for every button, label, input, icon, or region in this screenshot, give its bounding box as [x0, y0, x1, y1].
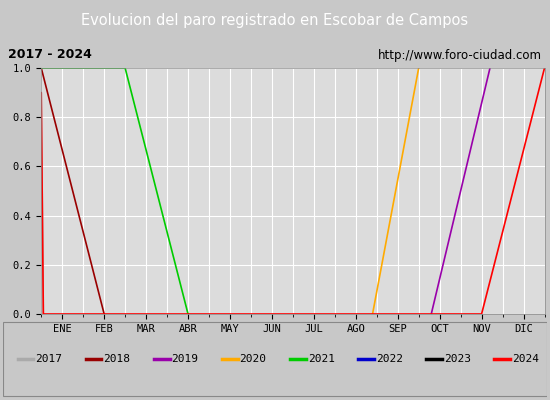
- Text: http://www.foro-ciudad.com: http://www.foro-ciudad.com: [378, 48, 542, 62]
- Text: 2023: 2023: [444, 354, 471, 364]
- Text: 2017 - 2024: 2017 - 2024: [8, 48, 92, 62]
- Text: 2022: 2022: [376, 354, 403, 364]
- Text: 2019: 2019: [172, 354, 199, 364]
- Text: 2021: 2021: [307, 354, 334, 364]
- Text: 2024: 2024: [512, 354, 539, 364]
- Text: 2018: 2018: [103, 354, 130, 364]
- Text: 2017: 2017: [35, 354, 62, 364]
- Text: 2020: 2020: [240, 354, 267, 364]
- Text: Evolucion del paro registrado en Escobar de Campos: Evolucion del paro registrado en Escobar…: [81, 14, 469, 28]
